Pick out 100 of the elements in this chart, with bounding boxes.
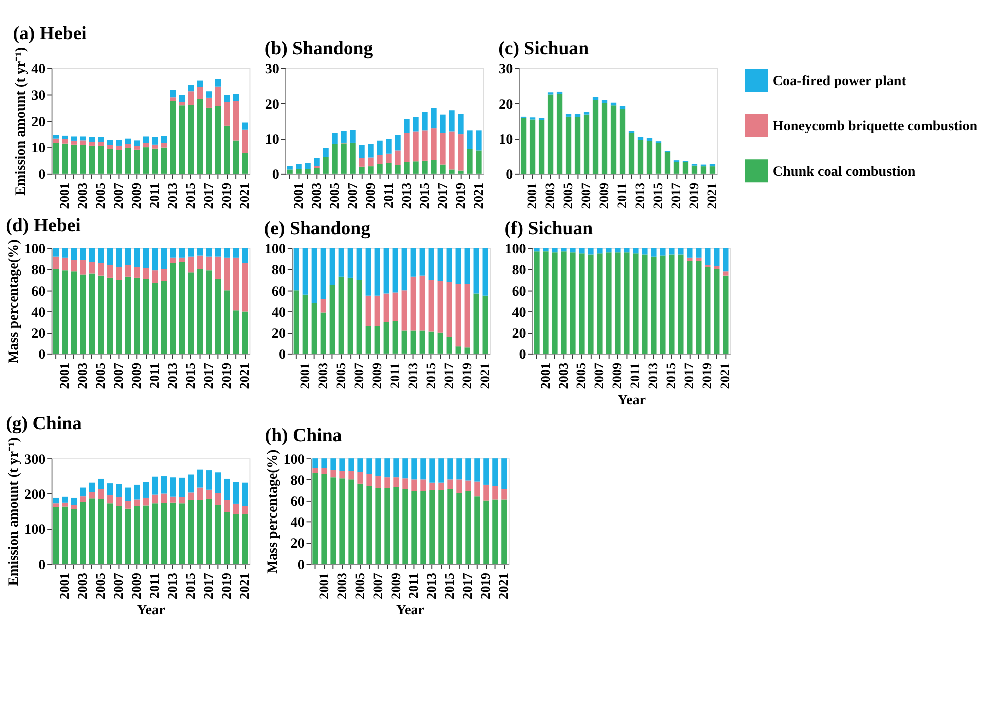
bar (80, 248, 86, 260)
bar (348, 278, 354, 354)
bar (62, 144, 68, 174)
x-tick-label: 2013 (398, 182, 414, 210)
bar (62, 248, 68, 258)
x-tick-label: 2007 (578, 182, 594, 210)
bar (179, 262, 186, 354)
bar (474, 248, 480, 294)
y-axis-title: Mass percentage(%) (265, 449, 282, 574)
bar (170, 478, 176, 497)
y-tick-label: 60 (32, 284, 46, 300)
bar (72, 498, 78, 506)
bar (323, 148, 329, 158)
bar (376, 488, 382, 564)
bar (538, 120, 545, 174)
bar (179, 248, 186, 258)
bar (215, 505, 222, 564)
bar (152, 144, 158, 149)
bar (404, 162, 410, 174)
bar (89, 137, 96, 142)
bar (723, 272, 729, 276)
x-tick-label: 2019 (700, 362, 715, 390)
y-tick-label: 40 (290, 515, 305, 532)
x-tick-label: 2013 (424, 572, 440, 600)
bar (161, 148, 168, 174)
bar (464, 284, 470, 348)
bar (474, 496, 480, 564)
bar (366, 248, 372, 296)
bar (188, 256, 194, 273)
bar (54, 248, 60, 257)
bar (723, 248, 729, 272)
bar (143, 498, 150, 506)
bar (143, 143, 150, 148)
bar (456, 248, 462, 284)
bar (161, 143, 168, 148)
bar (188, 272, 194, 354)
bar (394, 487, 400, 564)
bar (197, 470, 204, 488)
bar (492, 458, 498, 486)
bar (548, 94, 554, 174)
bar (125, 508, 132, 564)
x-tick-label: 2011 (628, 362, 643, 389)
x-tick-label: 2007 (351, 362, 366, 390)
bar (723, 276, 729, 354)
bar (458, 170, 464, 174)
bar (305, 169, 311, 174)
bar (179, 478, 186, 498)
bar (233, 514, 240, 564)
bar (430, 490, 436, 564)
bar (438, 490, 444, 564)
bar (116, 140, 122, 146)
bar (348, 480, 354, 564)
bar (134, 248, 140, 268)
y-tick-label: 80 (290, 472, 305, 489)
bar (170, 502, 176, 564)
x-tick-label: 2009 (369, 362, 384, 390)
bar (402, 478, 408, 490)
bar (392, 321, 398, 354)
bar (170, 258, 176, 264)
bar (80, 496, 86, 502)
x-tick-label: 2005 (93, 182, 108, 210)
bar (714, 248, 720, 266)
bar (215, 279, 222, 354)
y-tick-label: 0 (38, 557, 46, 574)
bar (484, 458, 490, 485)
x-tick-label: 2011 (147, 182, 162, 209)
bar (233, 248, 240, 258)
bar (116, 280, 122, 354)
bar (54, 270, 60, 354)
bar (152, 283, 158, 354)
bar (422, 112, 428, 131)
x-tick-label: 2021 (237, 362, 252, 390)
bar (368, 158, 374, 167)
bar (161, 136, 168, 144)
bar (224, 478, 230, 500)
x-tick-label: 2021 (470, 182, 486, 210)
bar (206, 270, 212, 354)
bar (420, 491, 426, 564)
bar (446, 282, 452, 338)
bar (296, 164, 302, 170)
bar (597, 254, 603, 354)
y-tick-label: 60 (272, 284, 286, 300)
y-tick-label: 20 (32, 114, 46, 130)
bar (428, 280, 434, 332)
x-tick-label: 2017 (668, 182, 684, 210)
bar (492, 486, 498, 500)
bar (458, 134, 464, 171)
bar (446, 248, 452, 282)
bar (330, 285, 336, 354)
bar (134, 150, 140, 174)
bar (242, 248, 248, 264)
bar (294, 290, 300, 354)
bar (224, 95, 230, 102)
chart-title: (e) Shandong (264, 218, 372, 240)
y-tick-label: 80 (512, 262, 526, 279)
bar (116, 506, 122, 564)
bar (356, 248, 362, 280)
bar (638, 137, 644, 140)
bar (242, 130, 248, 154)
bar (492, 500, 498, 564)
